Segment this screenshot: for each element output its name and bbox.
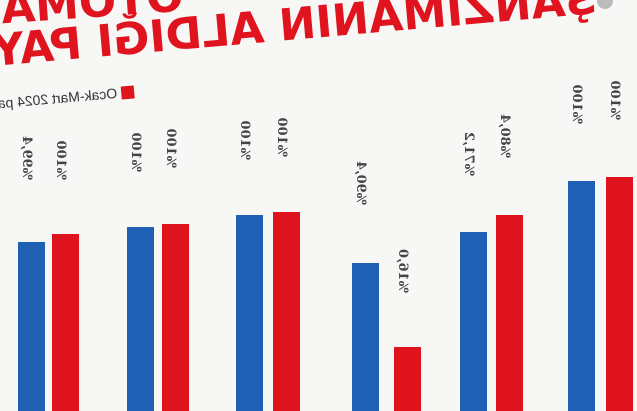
legend: Ocak-Mart 2024 pay (0, 82, 147, 112)
bar-blue-1 (18, 242, 45, 411)
bar-label: %71,2 (461, 131, 476, 176)
bar-red-5 (496, 215, 523, 411)
bar-blue-6 (568, 181, 595, 411)
bar-red-4 (394, 347, 421, 411)
bar-red-3 (273, 212, 300, 411)
bar-blue-3 (236, 215, 263, 411)
bar-label: %100 (163, 128, 178, 169)
bar-label: %100 (569, 84, 584, 125)
bar-label: %16,0 (395, 248, 410, 293)
bar-blue-5 (460, 232, 487, 411)
bar-label: %100 (607, 80, 622, 121)
bar-label: %80,4 (497, 113, 512, 158)
bar-label: %100 (274, 117, 289, 158)
bar-red-6 (606, 177, 633, 411)
bar-red-2 (162, 224, 189, 411)
bar-label: %100 (128, 132, 143, 173)
bar-label: %99,4 (19, 135, 34, 180)
bar-blue-4 (352, 263, 379, 411)
bar-red-1 (52, 234, 79, 411)
bar-blue-2 (127, 227, 154, 411)
legend-label: Ocak-Mart 2024 pay (0, 84, 118, 112)
bar-label: %100 (237, 120, 252, 161)
bar-label: %90,4 (353, 160, 368, 205)
legend-swatch-red (120, 84, 135, 100)
page-mark-icon (597, 0, 613, 9)
bar-label: %100 (53, 140, 68, 181)
legend-item-2024: Ocak-Mart 2024 pay (0, 83, 139, 112)
